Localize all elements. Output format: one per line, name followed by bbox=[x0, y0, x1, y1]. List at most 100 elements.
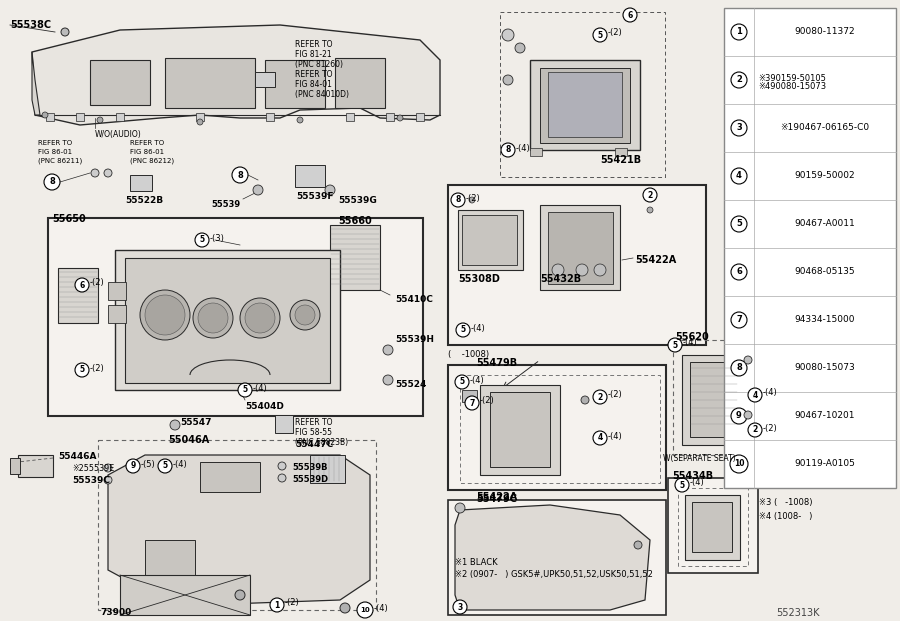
Circle shape bbox=[75, 363, 89, 377]
Bar bbox=[678, 488, 748, 566]
Circle shape bbox=[278, 474, 286, 482]
Circle shape bbox=[290, 300, 320, 330]
Circle shape bbox=[643, 188, 657, 202]
Text: W/O(AUDIO): W/O(AUDIO) bbox=[95, 130, 142, 139]
Text: 55410C: 55410C bbox=[395, 295, 433, 304]
Bar bbox=[448, 185, 706, 345]
Text: 55046A: 55046A bbox=[168, 435, 209, 445]
Text: 5: 5 bbox=[242, 386, 248, 394]
Circle shape bbox=[297, 117, 303, 123]
Text: 90468-05135: 90468-05135 bbox=[795, 268, 855, 276]
Text: 552313K: 552313K bbox=[777, 608, 820, 618]
Circle shape bbox=[44, 174, 60, 190]
Bar bbox=[108, 305, 126, 323]
Text: -(4): -(4) bbox=[173, 460, 188, 468]
Text: REFER TO: REFER TO bbox=[295, 70, 332, 79]
Text: 55539H: 55539H bbox=[395, 335, 434, 344]
Circle shape bbox=[240, 298, 280, 338]
Text: -(4): -(4) bbox=[471, 324, 486, 332]
Bar bbox=[448, 500, 666, 615]
Text: 55539C: 55539C bbox=[72, 476, 110, 485]
Bar bbox=[145, 540, 195, 590]
Circle shape bbox=[731, 216, 747, 232]
Bar bbox=[120, 575, 250, 615]
Text: 3: 3 bbox=[736, 124, 742, 132]
Text: 55538C: 55538C bbox=[10, 20, 51, 30]
Text: 8: 8 bbox=[736, 363, 742, 373]
Circle shape bbox=[61, 28, 69, 36]
Text: (PNC 86211): (PNC 86211) bbox=[38, 158, 82, 165]
Text: -(2): -(2) bbox=[285, 599, 300, 607]
Text: -(2): -(2) bbox=[466, 194, 481, 202]
Circle shape bbox=[731, 408, 747, 424]
Circle shape bbox=[744, 411, 752, 419]
Text: ※255539E: ※255539E bbox=[72, 464, 114, 473]
Text: 55422A: 55422A bbox=[476, 492, 518, 502]
Bar bbox=[724, 8, 896, 488]
Text: REFER TO: REFER TO bbox=[130, 140, 164, 146]
Bar bbox=[98, 440, 376, 610]
Text: 6: 6 bbox=[79, 281, 85, 289]
Circle shape bbox=[675, 478, 689, 492]
Bar bbox=[530, 148, 542, 156]
Bar bbox=[18, 455, 53, 477]
Polygon shape bbox=[455, 505, 650, 610]
Bar bbox=[125, 258, 330, 383]
Circle shape bbox=[730, 455, 748, 473]
Text: FIG 81-21: FIG 81-21 bbox=[295, 50, 331, 59]
Circle shape bbox=[245, 303, 275, 333]
Text: 8: 8 bbox=[50, 178, 55, 186]
Circle shape bbox=[748, 388, 762, 402]
Text: 55421B: 55421B bbox=[600, 155, 641, 165]
Text: 94334-15000: 94334-15000 bbox=[795, 315, 855, 325]
Bar bbox=[690, 362, 738, 437]
Text: -(4): -(4) bbox=[470, 376, 485, 384]
Text: 55479B: 55479B bbox=[476, 358, 518, 368]
Circle shape bbox=[104, 464, 112, 472]
Circle shape bbox=[594, 264, 606, 276]
Text: 55539G: 55539G bbox=[338, 196, 377, 205]
Circle shape bbox=[744, 356, 752, 364]
Bar bbox=[90, 60, 150, 105]
Bar bbox=[458, 210, 523, 270]
Text: -(5): -(5) bbox=[141, 460, 156, 468]
Text: 55479C: 55479C bbox=[476, 494, 517, 504]
Text: 4: 4 bbox=[752, 391, 758, 399]
Text: 55539B: 55539B bbox=[292, 463, 328, 472]
Circle shape bbox=[340, 603, 350, 613]
Circle shape bbox=[581, 396, 589, 404]
Polygon shape bbox=[32, 52, 40, 115]
Text: 5: 5 bbox=[598, 30, 603, 40]
Text: 55539D: 55539D bbox=[292, 475, 328, 484]
Text: 7: 7 bbox=[469, 399, 474, 407]
Circle shape bbox=[668, 338, 682, 352]
Text: (PNC 86212): (PNC 86212) bbox=[130, 158, 174, 165]
Text: (PNC 81260): (PNC 81260) bbox=[295, 60, 343, 69]
Bar bbox=[448, 365, 666, 490]
Bar bbox=[682, 355, 747, 445]
Text: 55539: 55539 bbox=[211, 200, 240, 209]
Text: 5: 5 bbox=[79, 366, 85, 374]
Bar bbox=[692, 502, 732, 552]
Circle shape bbox=[104, 169, 112, 177]
Circle shape bbox=[232, 167, 248, 183]
Circle shape bbox=[278, 462, 286, 470]
Bar bbox=[76, 113, 84, 121]
Circle shape bbox=[593, 390, 607, 404]
Circle shape bbox=[158, 459, 172, 473]
Bar bbox=[673, 340, 753, 455]
Text: 8: 8 bbox=[505, 145, 510, 155]
Circle shape bbox=[97, 117, 103, 123]
Circle shape bbox=[731, 360, 747, 376]
Bar bbox=[386, 113, 394, 121]
Text: -(4): -(4) bbox=[253, 384, 268, 392]
Circle shape bbox=[325, 185, 335, 195]
Text: -(2): -(2) bbox=[608, 29, 623, 37]
Text: 55660: 55660 bbox=[338, 216, 372, 226]
Text: 5: 5 bbox=[736, 219, 742, 229]
Text: (    -1008): ( -1008) bbox=[448, 350, 489, 359]
Circle shape bbox=[193, 298, 233, 338]
Circle shape bbox=[502, 29, 514, 41]
Text: -(2): -(2) bbox=[90, 278, 104, 288]
Text: -(4): -(4) bbox=[690, 479, 705, 487]
